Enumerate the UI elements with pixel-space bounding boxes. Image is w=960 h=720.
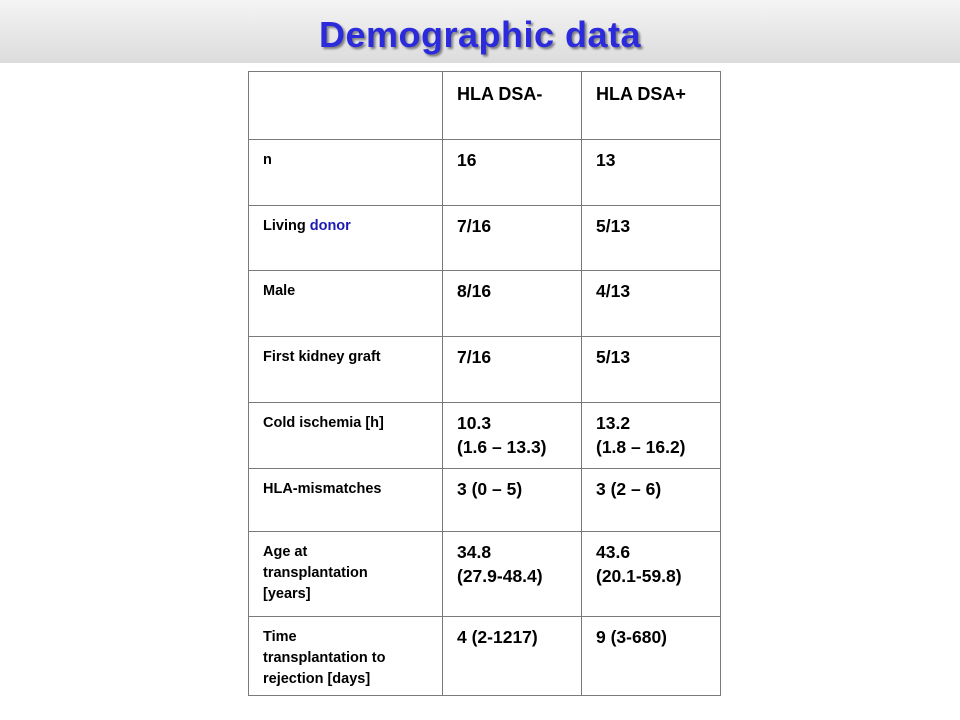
header-cell-dsa-pos: HLA DSA+ xyxy=(581,71,721,140)
header-cell-empty xyxy=(248,71,443,140)
table-row: Cold ischemia [h] 10.3 (1.6 – 13.3) 13.2… xyxy=(248,402,721,469)
cell-dsa-pos: 3 (2 – 6) xyxy=(581,468,721,532)
table-row: Time transplantation to rejection [days]… xyxy=(248,616,721,696)
cell-dsa-pos: 5/13 xyxy=(581,205,721,271)
table-header-row: HLA DSA- HLA DSA+ xyxy=(248,71,721,140)
row-label-cold-ischemia: Cold ischemia [h] xyxy=(248,402,443,469)
cell-dsa-neg: 7/16 xyxy=(442,205,582,271)
title-band xyxy=(0,0,960,63)
row-label-hla-mismatches: HLA-mismatches xyxy=(248,468,443,532)
cell-dsa-neg: 7/16 xyxy=(442,336,582,403)
row-label-time-to-rejection: Time transplantation to rejection [days] xyxy=(248,616,443,696)
table-row: First kidney graft 7/16 5/13 xyxy=(248,336,721,403)
cell-dsa-neg: 34.8 (27.9-48.4) xyxy=(442,531,582,617)
cell-dsa-neg: 4 (2-1217) xyxy=(442,616,582,696)
table-row: Male 8/16 4/13 xyxy=(248,270,721,337)
row-label-first-kidney-graft: First kidney graft xyxy=(248,336,443,403)
cell-dsa-neg: 8/16 xyxy=(442,270,582,337)
cell-dsa-pos: 5/13 xyxy=(581,336,721,403)
cell-dsa-pos: 9 (3-680) xyxy=(581,616,721,696)
page-title: Demographic data xyxy=(318,14,642,55)
table-row: n 16 13 xyxy=(248,139,721,206)
cell-dsa-pos: 13 xyxy=(581,139,721,206)
header-cell-dsa-neg: HLA DSA- xyxy=(442,71,582,140)
table-row: Age at transplantation [years] 34.8 (27.… xyxy=(248,531,721,617)
cell-dsa-neg: 3 (0 – 5) xyxy=(442,468,582,532)
cell-dsa-pos: 13.2 (1.8 – 16.2) xyxy=(581,402,721,469)
row-label-living: Living xyxy=(263,218,310,234)
row-label-living-donor: Living donor xyxy=(248,205,443,271)
cell-dsa-neg: 16 xyxy=(442,139,582,206)
row-label-donor: donor xyxy=(309,218,351,234)
cell-dsa-neg: 10.3 (1.6 – 13.3) xyxy=(442,402,582,469)
row-label-n: n xyxy=(248,139,443,206)
cell-dsa-pos: 4/13 xyxy=(581,270,721,337)
table-row: Living donor 7/16 5/13 xyxy=(248,205,721,271)
row-label-age-at-transplantation: Age at transplantation [years] xyxy=(248,531,443,617)
demographic-table: HLA DSA- HLA DSA+ n 16 13 Living donor 7… xyxy=(248,71,721,696)
cell-dsa-pos: 43.6 (20.1-59.8) xyxy=(581,531,721,617)
table-row: HLA-mismatches 3 (0 – 5) 3 (2 – 6) xyxy=(248,468,721,532)
row-label-male: Male xyxy=(248,270,443,337)
